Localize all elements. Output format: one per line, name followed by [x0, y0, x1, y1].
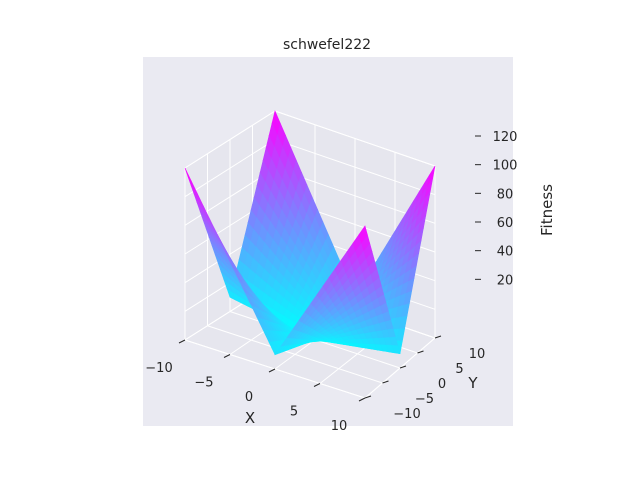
x-axis-label: X [245, 409, 255, 427]
x-tick-label: −5 [194, 376, 213, 391]
y-tick-label: −5 [415, 392, 434, 407]
z-axis-label: Fitness [538, 184, 556, 236]
chart-title: schwefel222 [283, 37, 371, 53]
y-tick-label: 5 [455, 362, 463, 377]
x-tick-label: 10 [331, 419, 348, 434]
z-tick-label: 120 [493, 130, 518, 145]
x-tick-label: −10 [145, 361, 172, 376]
z-tick-label: 60 [497, 216, 514, 231]
y-tick-label: −10 [393, 407, 420, 422]
x-tick-label: 0 [245, 390, 253, 405]
z-tick-label: 100 [493, 159, 518, 174]
y-tick-label: 0 [438, 377, 446, 392]
z-tick-label: 40 [497, 245, 514, 260]
z-tick-label: 80 [497, 187, 514, 202]
x-tick-label: 5 [290, 405, 298, 420]
y-axis-label: Y [467, 374, 478, 392]
y-tick-label: 10 [469, 347, 486, 362]
z-tick-label: 20 [497, 273, 514, 288]
